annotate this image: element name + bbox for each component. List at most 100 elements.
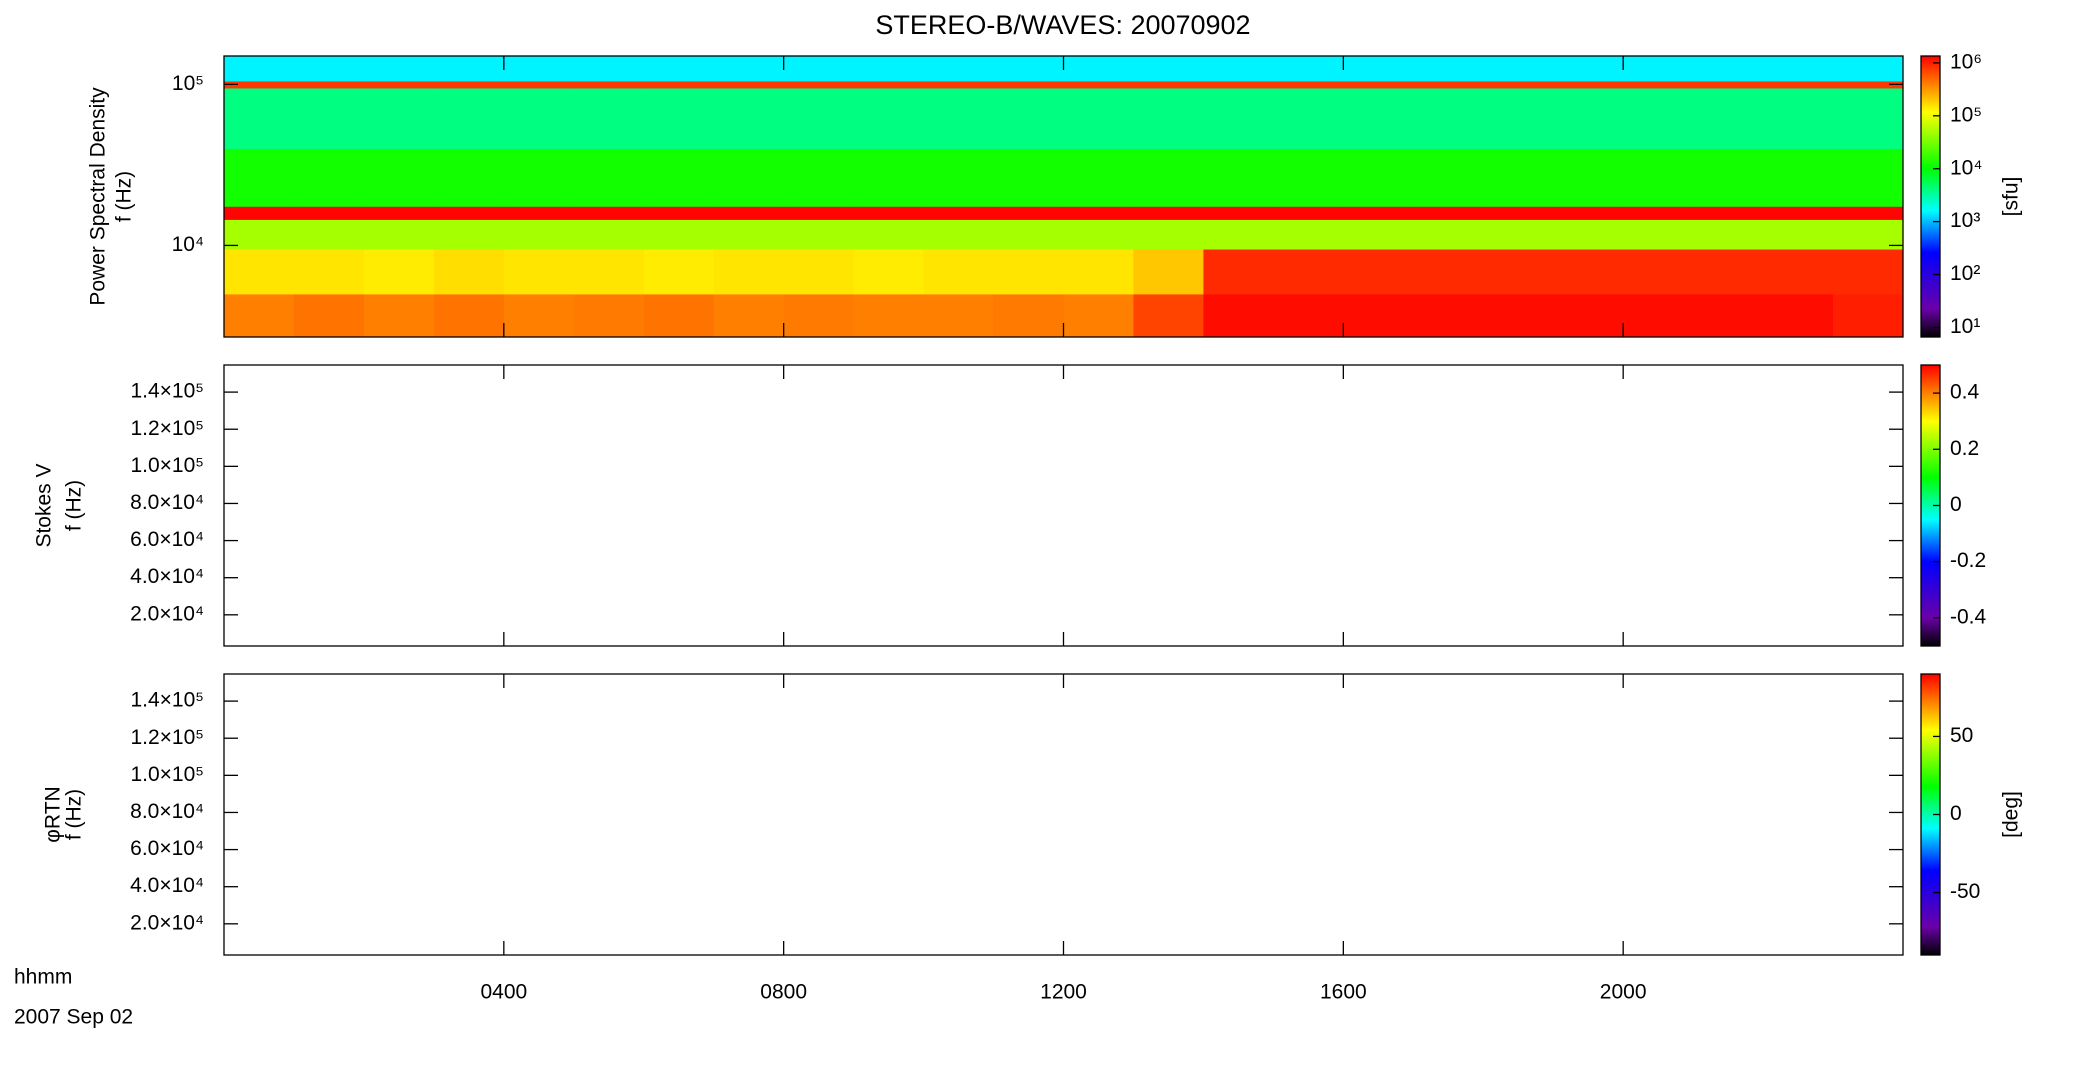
heatmap-cell — [1343, 80, 1414, 89]
heatmap-cell — [923, 80, 995, 89]
heatmap-cell — [1693, 293, 1764, 338]
heatmap-cell — [853, 206, 925, 220]
y-tick-label: 2.0×10⁴ — [130, 602, 204, 625]
heatmap-cell — [1063, 56, 1134, 82]
heatmap-cell — [1623, 206, 1694, 220]
heatmap-cell — [853, 293, 925, 338]
heatmap-cell — [993, 87, 1064, 149]
heatmap-cell — [1413, 293, 1484, 338]
heatmap-cell — [503, 249, 575, 295]
heatmap-cell — [643, 148, 715, 207]
heatmap-cell — [783, 249, 855, 295]
heatmap-cell — [713, 87, 785, 149]
heatmap-cell — [573, 206, 645, 220]
colorbar — [1920, 55, 1941, 338]
heatmap-cell — [1763, 293, 1834, 338]
heatmap-cell — [1623, 80, 1694, 89]
heatmap-cell — [1063, 293, 1134, 338]
heatmap-cell — [783, 219, 855, 250]
y-tick-label: 2.0×10⁴ — [130, 911, 204, 934]
heatmap-cell — [573, 56, 645, 82]
heatmap-cell — [1413, 219, 1484, 250]
heatmap-cell — [1063, 249, 1134, 295]
heatmap-cell — [1203, 87, 1274, 149]
heatmap-cell — [1413, 148, 1484, 207]
heatmap-cell — [783, 80, 855, 89]
heatmap-cell — [783, 56, 855, 82]
heatmap-cell — [1623, 56, 1694, 82]
colorbar-tick-label: 50 — [1950, 724, 1973, 747]
heatmap-cell — [1623, 148, 1694, 207]
heatmap-cell — [293, 87, 365, 149]
heatmap-cell — [1343, 249, 1414, 295]
colorbar-tick-label: 0 — [1950, 802, 1962, 825]
heatmap-cell — [923, 249, 995, 295]
heatmap-cell — [643, 293, 715, 338]
heatmap-cell — [783, 87, 855, 149]
heatmap-cell — [1763, 148, 1834, 207]
heatmap-cell — [713, 206, 785, 220]
heatmap-cell — [1833, 56, 1904, 82]
heatmap-cell — [1133, 293, 1204, 338]
heatmap-cell — [573, 80, 645, 89]
x-tick-label: 0800 — [760, 981, 807, 1004]
plot-frame — [223, 364, 1904, 647]
heatmap-cell — [1833, 80, 1904, 89]
heatmap-cell — [923, 219, 995, 250]
colorbar-tick-label: 10⁶ — [1950, 50, 1982, 73]
heatmap-cell — [293, 148, 365, 207]
heatmap-cell — [1763, 87, 1834, 149]
y-axis-label: Stokes V — [33, 463, 56, 547]
heatmap-cell — [1343, 148, 1414, 207]
heatmap-cell — [1553, 293, 1624, 338]
heatmap-cell — [993, 56, 1064, 82]
heatmap-cell — [1833, 249, 1904, 295]
heatmap-cell — [1693, 249, 1764, 295]
heatmap-cell — [1553, 206, 1624, 220]
heatmap-cell — [853, 87, 925, 149]
heatmap-cell — [713, 293, 785, 338]
y-tick-label: 1.0×10⁵ — [130, 763, 204, 786]
heatmap-cell — [1203, 148, 1274, 207]
heatmap-cell — [1273, 249, 1344, 295]
heatmap-cell — [224, 87, 295, 149]
heatmap-cell — [1623, 293, 1694, 338]
y-tick-label: 1.2×10⁵ — [130, 417, 204, 440]
heatmap-cell — [224, 80, 295, 89]
heatmap-cell — [1693, 56, 1764, 82]
heatmap-cell — [1483, 87, 1554, 149]
heatmap-cell — [713, 219, 785, 250]
heatmap-cell — [1063, 87, 1134, 149]
heatmap-cell — [363, 206, 435, 220]
heatmap-cell — [1343, 87, 1414, 149]
plot-frame — [223, 673, 1904, 956]
heatmap-cell — [363, 56, 435, 82]
heatmap-cell — [1413, 56, 1484, 82]
heatmap-cell — [503, 148, 575, 207]
heatmap-cell — [1483, 206, 1554, 220]
heatmap-cell — [1343, 206, 1414, 220]
heatmap-cell — [643, 206, 715, 220]
heatmap-cell — [503, 219, 575, 250]
y-tick-label: 6.0×10⁴ — [130, 528, 204, 551]
y-axis-label: f (Hz) — [63, 480, 86, 531]
y-tick-label: 1.4×10⁵ — [130, 380, 204, 403]
heatmap-cell — [503, 87, 575, 149]
heatmap-cell — [923, 87, 995, 149]
heatmap-cell — [1833, 219, 1904, 250]
heatmap-cell — [1693, 219, 1764, 250]
heatmap-cell — [643, 56, 715, 82]
heatmap-cell — [1133, 56, 1204, 82]
heatmap-cell — [1553, 148, 1624, 207]
y-tick-label: 4.0×10⁴ — [130, 565, 204, 588]
heatmap-cell — [433, 148, 505, 207]
heatmap-cell — [1413, 206, 1484, 220]
heatmap-cell — [993, 148, 1064, 207]
colorbar-label: [sfu] — [2000, 177, 2023, 217]
heatmap-cell — [1273, 293, 1344, 338]
colorbar-tick-label: 0 — [1950, 493, 1962, 516]
heatmap-cell — [1833, 293, 1904, 338]
heatmap-cell — [433, 293, 505, 338]
heatmap-cell — [1763, 219, 1834, 250]
heatmap-cell — [363, 219, 435, 250]
